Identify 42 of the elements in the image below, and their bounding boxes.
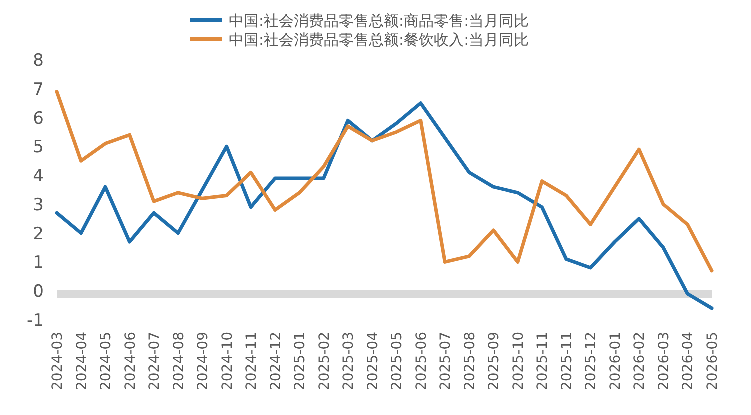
x-tick-label: 2025-04	[365, 332, 382, 390]
y-tick-label: 3	[33, 195, 44, 216]
y-tick-label: 0	[33, 282, 44, 302]
line-series	[55, 102, 714, 310]
x-tick-label: 2025-05	[390, 332, 406, 390]
x-tick-label: 2024-09	[196, 332, 212, 390]
x-tick-label: 2025-06	[414, 332, 430, 390]
x-tick-label: 2024-06	[122, 332, 139, 390]
x-tick-label: 2024-11	[244, 332, 260, 390]
x-tick-label: 2026-03	[656, 332, 672, 390]
x-tick-label: 2024-04	[74, 332, 90, 390]
x-tick-label: 2025-12	[584, 332, 600, 390]
x-tick-label: 2026-02	[632, 332, 648, 390]
y-tick-label: 4	[33, 166, 44, 187]
y-tick-label: 2	[33, 224, 44, 244]
x-tick-label: 2024-10	[220, 332, 236, 390]
y-tick-label: 1	[33, 253, 44, 274]
legend-label: 中国:社会消费品零售总额:餐饮收入:当月同比	[229, 31, 530, 49]
x-tick-label: 2026-01	[608, 332, 624, 390]
y-tick-label: 6	[33, 108, 44, 129]
y-tick-label: -1	[27, 311, 44, 331]
x-tick-label: 2025-08	[462, 332, 478, 390]
x-tick-label: 2024-05	[98, 332, 115, 390]
x-tick-label: 2025-02	[316, 332, 333, 390]
x-tick-label: 2025-11	[535, 332, 552, 390]
x-tick-label: 2025-07	[438, 332, 454, 390]
x-tick-label: 2025-10	[510, 332, 527, 390]
y-tick-label: 5	[33, 138, 44, 158]
x-tick-label: 2025-09	[486, 332, 503, 390]
y-tick-label: 7	[33, 80, 44, 100]
x-tick-label: 2025-11	[559, 332, 576, 390]
line-series	[55, 90, 714, 273]
x-tick-label: 2025-01	[292, 332, 309, 390]
x-tick-label: 2025-03	[341, 332, 358, 390]
x-tick-label: 2026-04	[680, 332, 697, 390]
x-tick-label: 2024-03	[50, 332, 66, 390]
x-tick-label: 2024-08	[171, 332, 188, 390]
x-tick-label: 2024-12	[268, 332, 284, 390]
x-tick-label: 2026-05	[705, 332, 721, 390]
legend-label: 中国:社会消费品零售总额:商品零售:当月同比	[229, 12, 530, 30]
y-tick-label: 8	[33, 51, 44, 71]
x-tick-label: 2024-07	[147, 332, 164, 390]
